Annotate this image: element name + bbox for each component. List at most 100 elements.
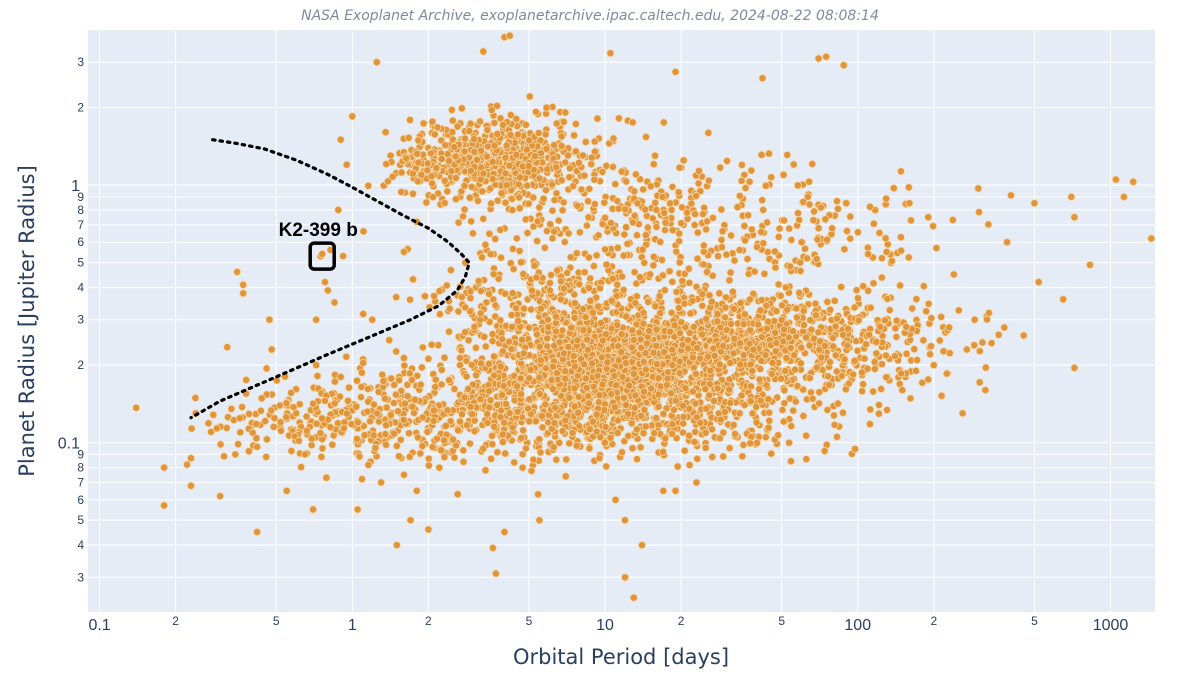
data-point — [607, 296, 616, 305]
y-minor-tick-label: 5 — [77, 513, 84, 527]
data-point — [823, 405, 832, 414]
data-point — [548, 234, 557, 243]
data-point — [695, 166, 704, 175]
data-point — [686, 309, 695, 318]
data-point — [428, 442, 437, 451]
data-point — [765, 149, 774, 158]
data-point — [399, 470, 408, 479]
data-point — [410, 395, 419, 404]
data-point — [652, 222, 661, 231]
data-point — [866, 303, 875, 312]
data-point — [432, 434, 441, 443]
data-point — [896, 167, 905, 176]
data-point — [792, 313, 801, 322]
data-point — [693, 228, 702, 237]
data-point — [389, 429, 398, 438]
y-minor-tick-label: 8 — [77, 461, 84, 475]
data-point — [569, 182, 578, 191]
data-point — [542, 226, 551, 235]
data-point — [590, 137, 599, 146]
data-point — [981, 363, 990, 372]
data-point — [752, 418, 761, 427]
data-point — [602, 260, 611, 269]
data-point — [674, 296, 683, 305]
data-point — [538, 423, 547, 432]
data-point — [709, 344, 718, 353]
data-point — [882, 247, 891, 256]
data-point — [889, 184, 898, 193]
data-point — [720, 407, 729, 416]
data-point — [762, 381, 771, 390]
data-point — [623, 239, 632, 248]
data-point — [639, 319, 648, 328]
data-point — [698, 301, 707, 310]
data-point — [704, 176, 713, 185]
data-point — [596, 284, 605, 293]
data-point — [833, 197, 842, 206]
data-point — [382, 421, 391, 430]
data-point — [412, 486, 421, 495]
data-point — [630, 403, 639, 412]
data-point — [465, 127, 474, 136]
data-point — [629, 218, 638, 227]
data-point — [322, 473, 331, 482]
data-point — [545, 278, 554, 287]
data-point — [486, 396, 495, 405]
data-point — [437, 446, 446, 455]
data-point — [717, 205, 726, 214]
data-point — [685, 328, 694, 337]
data-point — [555, 438, 564, 447]
data-point — [607, 324, 616, 333]
data-point — [493, 101, 502, 110]
data-point — [490, 118, 499, 127]
data-point — [820, 446, 829, 455]
data-point — [584, 213, 593, 222]
data-point — [444, 327, 453, 336]
data-point — [698, 290, 707, 299]
data-point — [651, 151, 660, 160]
data-point — [543, 342, 552, 351]
data-point — [668, 360, 677, 369]
data-point — [471, 371, 480, 380]
data-point — [719, 452, 728, 461]
data-point — [641, 349, 650, 358]
data-point — [497, 189, 506, 198]
data-point — [429, 416, 438, 425]
data-point — [715, 360, 724, 369]
data-point — [585, 399, 594, 408]
data-point — [326, 423, 335, 432]
data-point — [896, 233, 905, 242]
x-minor-tick-label: 5 — [526, 614, 533, 628]
x-minor-tick-label: 2 — [678, 614, 685, 628]
data-point — [797, 343, 806, 352]
data-point — [651, 198, 660, 207]
data-point — [496, 114, 505, 123]
data-point — [869, 279, 878, 288]
data-point — [601, 422, 610, 431]
data-point — [970, 315, 979, 324]
data-point — [668, 226, 677, 235]
data-point — [859, 380, 868, 389]
data-point — [523, 228, 532, 237]
data-point — [748, 366, 757, 375]
data-point — [302, 426, 311, 435]
data-point — [563, 268, 572, 277]
data-point — [641, 231, 650, 240]
data-point — [556, 295, 565, 304]
data-point — [849, 370, 858, 379]
data-point — [650, 429, 659, 438]
data-point — [802, 431, 811, 440]
y-minor-tick-label: 5 — [77, 256, 84, 270]
data-point — [740, 310, 749, 319]
data-point — [691, 369, 700, 378]
data-point — [722, 250, 731, 259]
data-point — [564, 151, 573, 160]
data-point — [688, 353, 697, 362]
data-point — [627, 343, 636, 352]
data-point — [631, 391, 640, 400]
data-point — [757, 150, 766, 159]
data-point — [216, 492, 225, 501]
data-point — [589, 382, 598, 391]
data-point — [485, 403, 494, 412]
data-point — [809, 216, 818, 225]
